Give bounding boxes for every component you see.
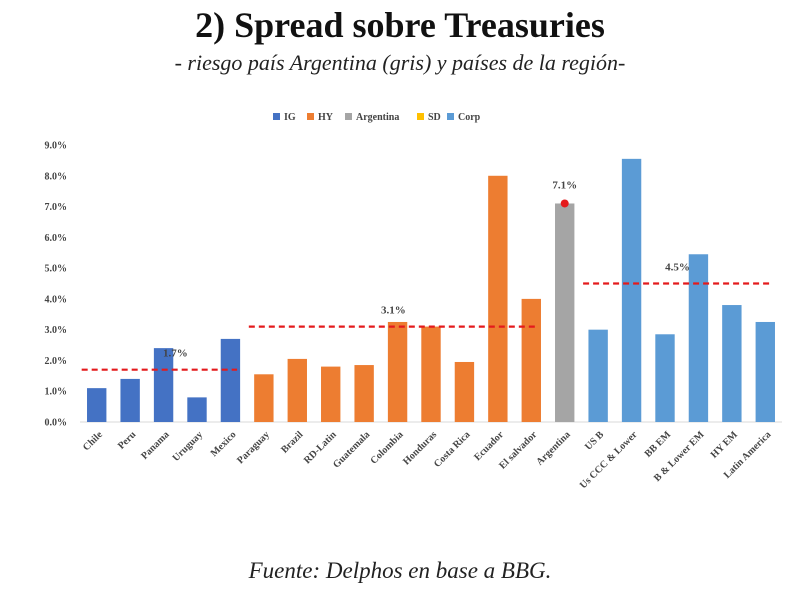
source-note: Fuente: Delphos en base a BBG. [248,558,552,583]
legend-label-corp: Corp [458,112,481,123]
x-tick-label: Paraguay [235,429,272,466]
bar-latin-america [755,321,775,422]
x-tick-label: Brazil [279,429,305,455]
bar-argentina [555,203,575,422]
bar-mexico [220,338,241,422]
bar-panama [153,348,174,422]
legend-swatch-corp [447,113,454,120]
legend-swatch-ig [273,113,280,120]
bar-chile [87,388,107,422]
y-tick-label: 6.0% [45,233,68,244]
x-tick-label: Costa Rica [432,429,473,470]
x-tick-label: HY EM [709,429,741,461]
y-tick-label: 5.0% [45,264,68,275]
bar-paraguay [254,374,274,422]
legend-label-argentina: Argentina [356,112,399,123]
x-tick-label: Ecuador [472,429,506,463]
x-tick-label: BB EM [643,429,674,460]
bar-honduras [421,326,441,422]
average-label-hy: 3.1% [381,305,406,317]
bar-us-b [588,329,608,422]
x-tick-label: US B [583,429,607,453]
x-tick-label: Mexico [209,429,239,459]
bar-bb-em [655,334,675,422]
y-tick-label: 1.0% [45,387,68,398]
bar-el-salvador [521,298,541,422]
y-tick-label: 0.0% [45,418,68,429]
y-tick-label: 8.0% [45,171,68,182]
bar-guatemala [354,365,374,422]
y-tick-label: 2.0% [45,356,68,367]
bar-hy-em [722,305,742,422]
x-tick-label: Us CCC & Lower [578,429,640,491]
bar-uruguay [187,397,207,422]
x-tick-label: Colombia [368,429,405,466]
y-tick-label: 9.0% [45,141,68,152]
legend-swatch-hy [307,113,314,120]
bar-b-lower-em [688,254,709,422]
bar-ecuador [488,175,508,422]
bar-chart: IG HY Argentina SD Corp 0.0% 1.0% 2.0% 3.0% 4.0% 5… [45,112,782,491]
legend-swatch-sd [417,113,424,120]
legend-label-hy: HY [318,112,334,123]
bar-brazil [287,358,307,422]
x-tick-label: Uruguay [171,429,206,464]
bar-peru [120,378,140,422]
legend-swatch-argentina [345,113,352,120]
bar-us-ccc-lower [621,158,642,422]
bar-colombia [387,321,408,422]
bar-costa-rica [454,361,475,422]
y-tick-label: 7.0% [45,202,68,213]
x-tick-label: Peru [116,429,139,452]
bar-rd-latin [321,366,341,422]
y-tick-label: 4.0% [45,294,68,305]
page-title: 2) Spread sobre Treasuries [195,5,605,45]
x-tick-label: Panama [139,429,172,462]
page-subtitle: - riesgo país Argentina (gris) y países … [174,50,626,75]
legend-label-sd: SD [428,112,441,123]
argentina-value-label: 7.1% [552,179,577,191]
x-tick-label: Argentina [534,429,572,467]
x-tick-label: Chile [81,429,105,453]
argentina-marker [560,199,569,208]
average-label-corp: 4.5% [665,262,690,274]
y-tick-label: 3.0% [45,325,68,336]
x-tick-label: Guatemala [331,429,372,470]
average-label-ig: 1.7% [163,348,188,360]
legend-label-ig: IG [284,112,296,123]
